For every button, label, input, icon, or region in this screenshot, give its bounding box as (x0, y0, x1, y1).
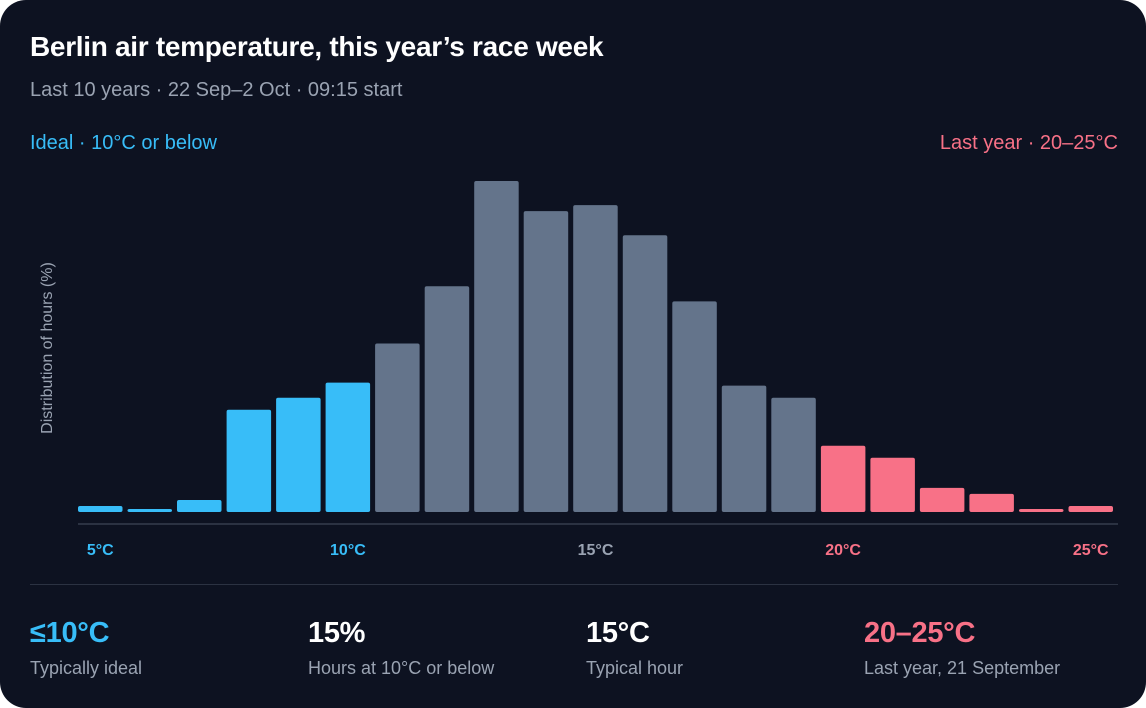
histogram-bar (1019, 509, 1064, 512)
histogram-bar (424, 286, 470, 512)
histogram-bar (1068, 506, 1113, 512)
histogram-bar (919, 487, 965, 512)
legend-ideal: Ideal · 10°C or below (30, 132, 217, 154)
histogram-bar (573, 205, 618, 512)
histogram-bar (474, 181, 519, 512)
histogram-bar (969, 493, 1014, 512)
stat-typical-value: 15°C (586, 617, 650, 649)
histogram-bar (325, 382, 371, 512)
stat-typical-label: Typical hour (586, 658, 684, 678)
stat-share-value: 15% (308, 617, 366, 649)
stat-last-year-value: 20–25°C (864, 617, 976, 649)
histogram-bar (78, 506, 123, 512)
histogram-bar (177, 500, 222, 512)
stat-last-year-label: Last year, 21 September (864, 658, 1061, 678)
stat-ideal: ≤10°C Typically ideal (30, 617, 142, 679)
histogram-bar (721, 385, 767, 512)
x-tick-label: 20°C (825, 542, 861, 559)
x-ticks-layer: 5°C 10°C 15°C 20°C 25°C (87, 542, 1109, 559)
x-tick-label: 15°C (578, 542, 614, 559)
stat-ideal-value: ≤10°C (30, 617, 110, 649)
x-tick-label: 5°C (87, 542, 114, 559)
x-tick-label: 25°C (1073, 542, 1109, 559)
stat-last-year: 20–25°C Last year, 21 September (864, 617, 1060, 679)
histogram-bar (127, 509, 172, 512)
stat-typical: 15°C Typical hour (586, 617, 683, 679)
histogram-bar (375, 343, 420, 512)
histogram-bar (820, 445, 866, 512)
x-tick-label: 10°C (330, 542, 366, 559)
stats-divider (30, 584, 1118, 585)
histogram-bar (523, 211, 569, 512)
histogram-chart: 5°C 10°C 15°C 20°C 25°C (78, 181, 1118, 559)
stat-ideal-label: Typically ideal (30, 658, 143, 678)
histogram-bar (672, 301, 717, 512)
chart-title: Berlin air temperature, this year’s race… (30, 31, 604, 62)
histogram-bar (870, 457, 915, 512)
histogram-bar (622, 235, 668, 512)
bars-layer (78, 181, 1113, 512)
histogram-bar (226, 409, 272, 512)
chart-subtitle: Last 10 years · 22 Sep–2 Oct · 09:15 sta… (30, 79, 403, 101)
stat-share: 15% Hours at 10°C or below (308, 617, 494, 679)
histogram-bar (771, 397, 816, 512)
stat-share-label: Hours at 10°C or below (308, 658, 495, 678)
legend-last-year: Last year · 20–25°C (939, 132, 1118, 154)
histogram-bar (276, 397, 321, 512)
